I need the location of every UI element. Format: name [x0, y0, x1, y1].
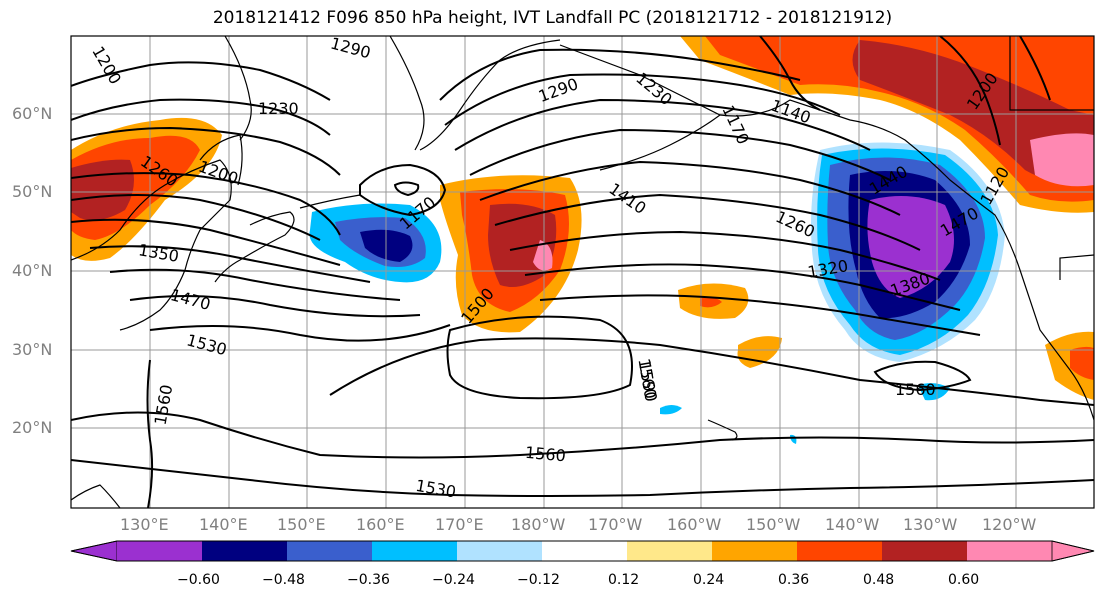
colorbar-tick: −0.36	[347, 572, 390, 588]
height-contours	[71, 36, 1094, 508]
lat-label-30n: 30°N	[12, 340, 53, 359]
colorbar-tick: −0.24	[432, 572, 475, 588]
graticule	[71, 36, 1094, 508]
colorbar-segment	[202, 541, 287, 561]
colorbar-tick: 0.60	[948, 572, 980, 588]
lon-label-150e: 150°E	[277, 515, 326, 534]
colorbar-tick: 0.36	[778, 572, 810, 588]
colorbar-segment	[542, 541, 627, 561]
colorbar-tick: 0.12	[608, 572, 640, 588]
colorbar-extend-low	[70, 540, 118, 562]
colorbar-tick: −0.12	[517, 572, 560, 588]
colorbar-tick: 0.24	[693, 572, 725, 588]
colorbar	[70, 540, 1095, 562]
lat-label-50n: 50°N	[12, 182, 53, 201]
colorbar-segment	[117, 541, 202, 561]
colorbar-segment	[797, 541, 882, 561]
lon-label-160w: 160°W	[667, 515, 722, 534]
lon-label-180w: 180°W	[511, 515, 566, 534]
lon-label-160e: 160°E	[356, 515, 405, 534]
colorbar-tick: 0.48	[863, 572, 895, 588]
map-plot-area: 1200 1290 1230 1290 1230 1170 1140 1200 …	[71, 36, 1094, 508]
colorbar-extend-high	[1051, 540, 1095, 562]
colorbar-tick: −0.48	[262, 572, 305, 588]
lon-label-170e: 170°E	[435, 515, 484, 534]
colorbar-segment	[372, 541, 457, 561]
lat-label-40n: 40°N	[12, 261, 53, 280]
colorbar-segment	[627, 541, 712, 561]
colorbar-segment	[457, 541, 542, 561]
map-title: 2018121412 F096 850 hPa height, IVT Land…	[212, 8, 893, 28]
colorbar-segment	[967, 541, 1052, 561]
lon-label-150w: 150°W	[746, 515, 801, 534]
lon-label-140e: 140°E	[199, 515, 248, 534]
map-frame	[70, 35, 1095, 509]
lat-label-20n: 20°N	[12, 418, 53, 437]
contour-label: 1560	[895, 380, 936, 399]
colorbar-segment	[287, 541, 372, 561]
lon-label-170w: 170°W	[588, 515, 643, 534]
lon-label-120w: 120°W	[982, 515, 1037, 534]
colorbar-segment	[712, 541, 797, 561]
lon-label-130e: 130°E	[120, 515, 169, 534]
contour-label: 1230	[258, 99, 299, 118]
contour-label: 1560	[524, 443, 566, 465]
lon-label-140w: 140°W	[825, 515, 880, 534]
colorbar-segment	[882, 541, 967, 561]
colorbar-tick: −0.60	[177, 572, 220, 588]
lat-label-60n: 60°N	[12, 104, 53, 123]
lon-label-130w: 130°W	[903, 515, 958, 534]
